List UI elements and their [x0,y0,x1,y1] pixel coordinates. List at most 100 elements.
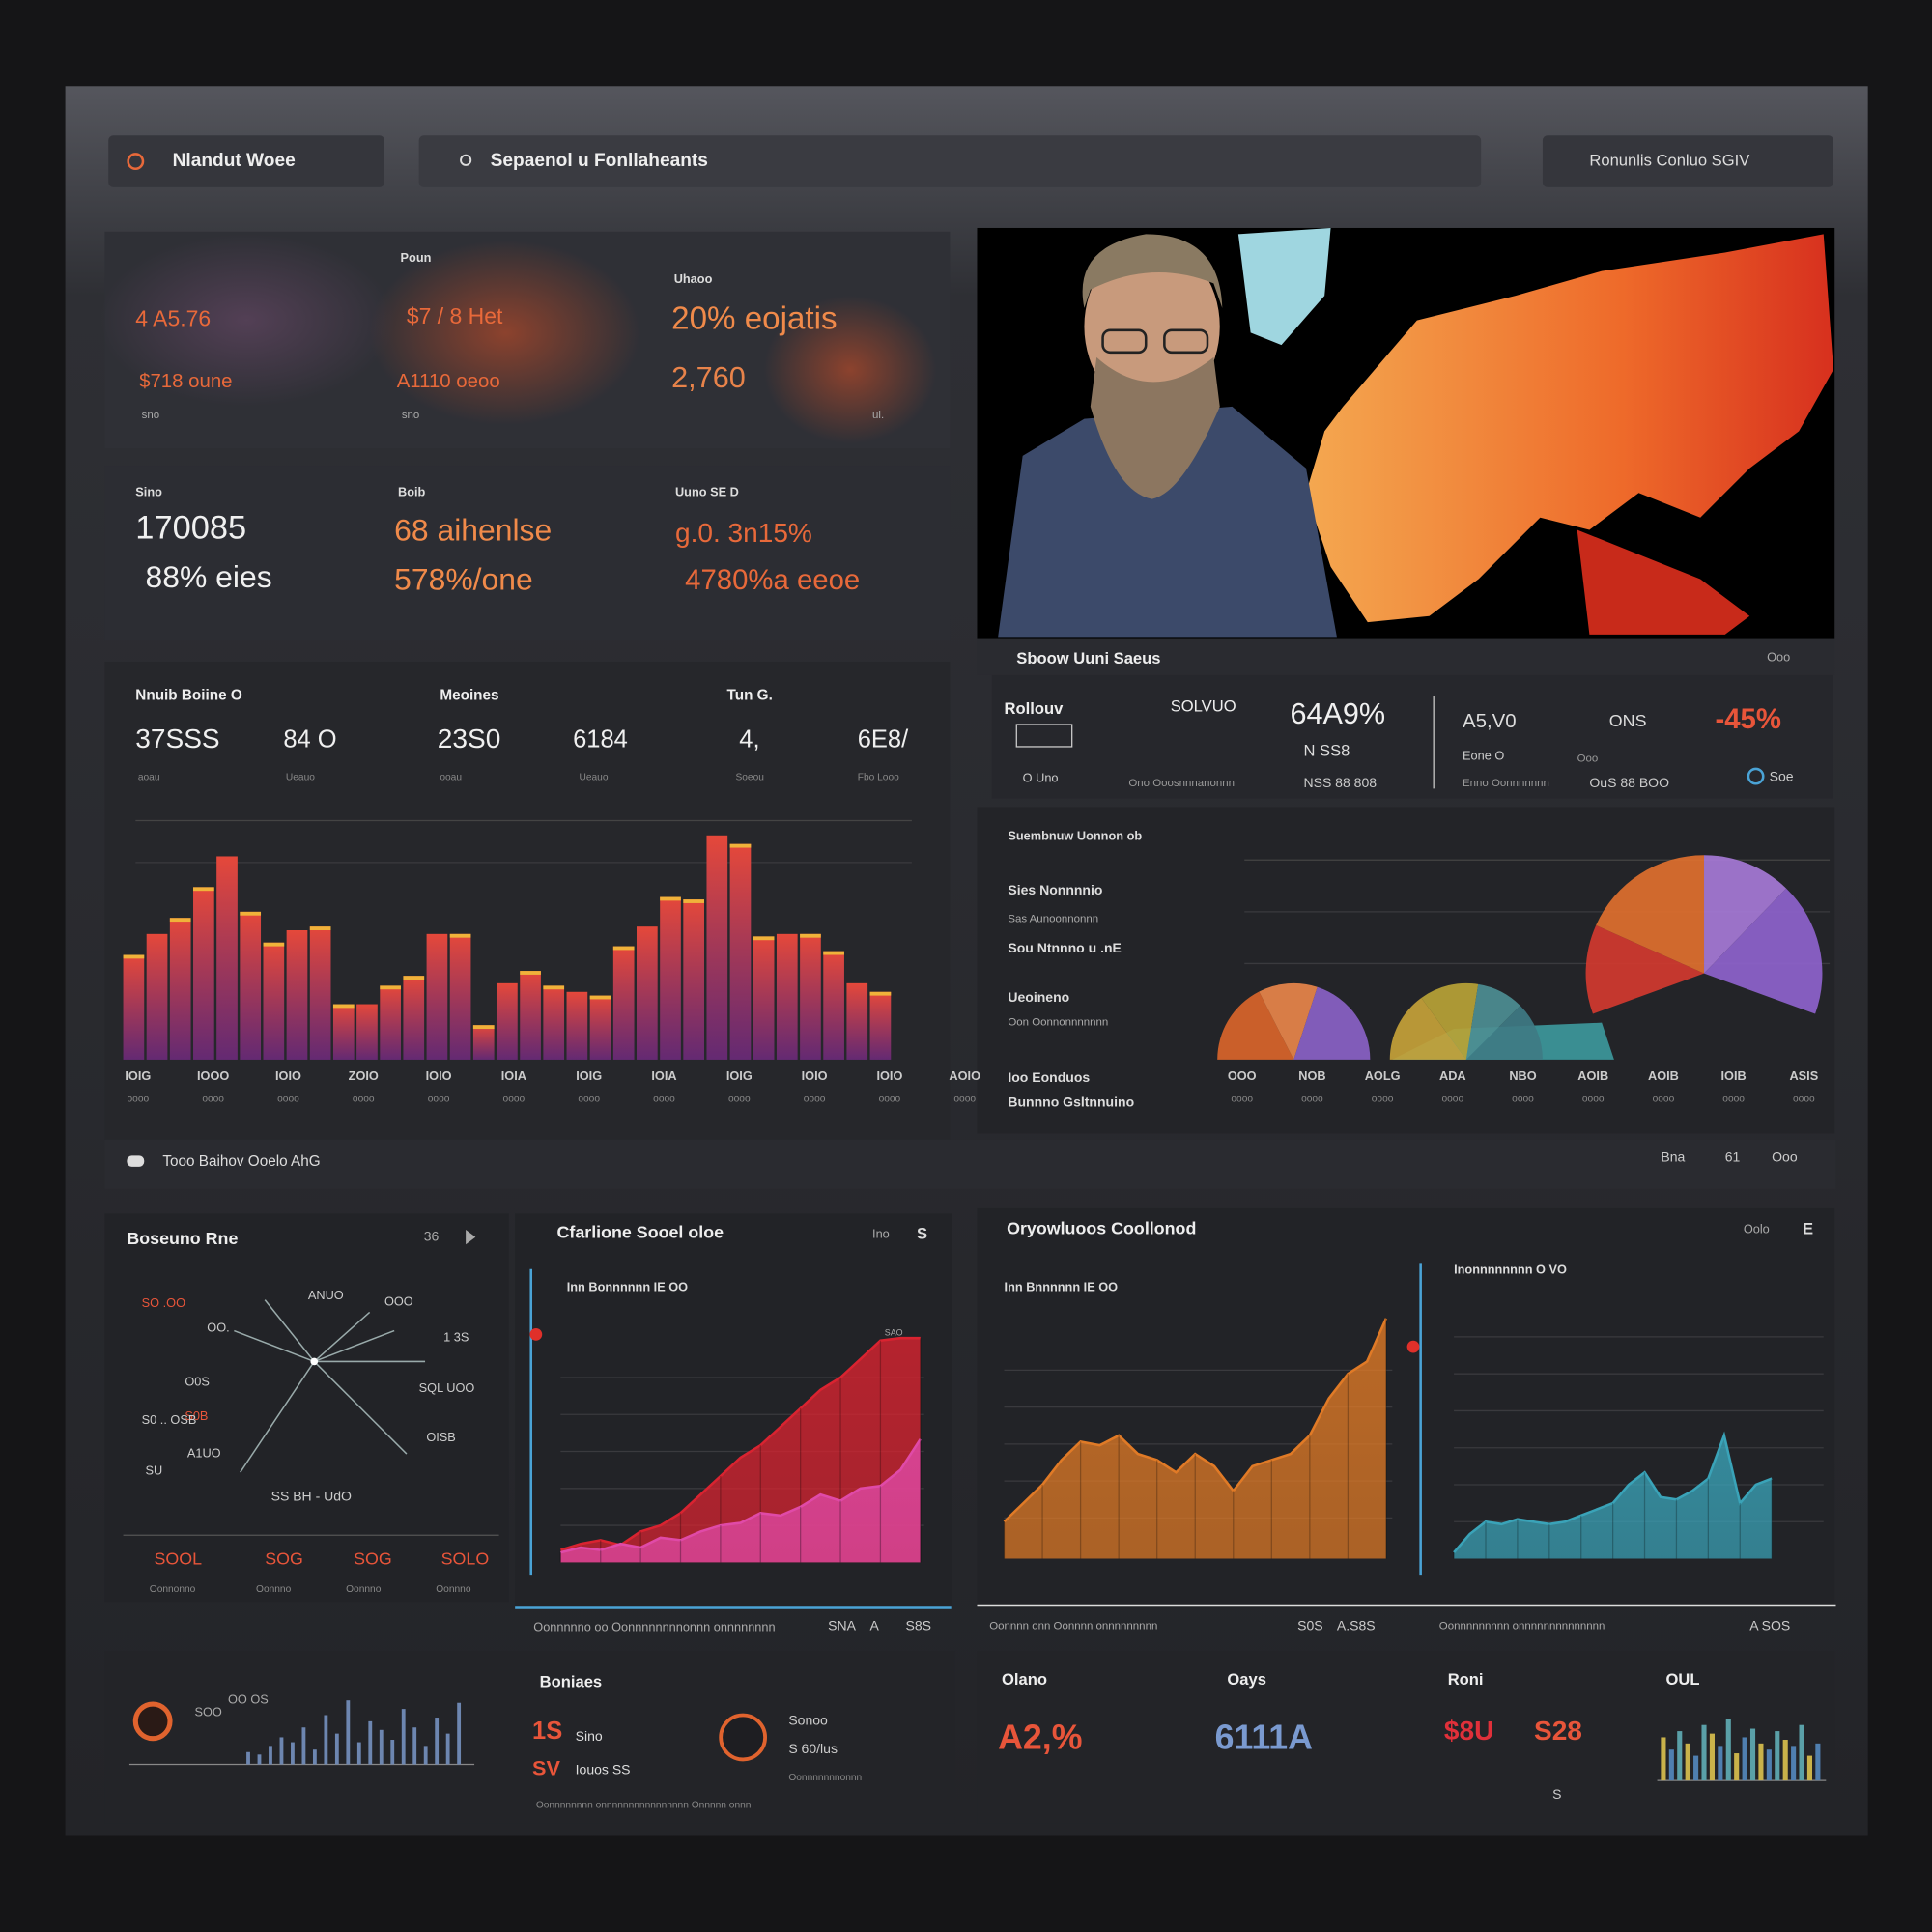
bar [426,933,448,1060]
account-pill[interactable] [1542,135,1833,187]
bottom-text: A2,% [998,1718,1082,1756]
legend-text: Suembnuw Uonnon ob [1008,828,1142,842]
stat-text: 23S0 [438,724,501,753]
kpi-mid-panel [104,466,951,641]
bottom-text: $8U [1444,1716,1493,1746]
bar-cap [753,936,775,941]
radial-text: SOG [354,1549,392,1569]
area-text: Cfarlione Sooel oloe [557,1222,724,1241]
bar [1709,1733,1715,1781]
x-tick-sublabel: oooo [1372,1094,1394,1104]
radial-text: O0S [185,1374,210,1388]
bar [309,926,331,1060]
x-tick-sublabel: oooo [804,1094,826,1104]
marker-dot [1406,1340,1420,1353]
pie-slice [1704,888,1823,1014]
area-text: SAO [885,1327,903,1337]
bar [123,954,145,1060]
bar [1701,1724,1707,1781]
bar [1791,1746,1797,1781]
brand-pill[interactable] [108,135,384,187]
search-bar[interactable] [418,135,1482,187]
x-tick-label: IOIO [426,1068,452,1083]
bar [445,1733,450,1765]
x-tick-sublabel: oooo [1512,1094,1534,1104]
radial-text: S0B [185,1408,208,1423]
stat-text: 37SSS [135,724,219,753]
x-tick-sublabel: oooo [1301,1094,1323,1104]
bar [1661,1737,1666,1781]
bar [706,835,728,1060]
bar-cap [660,896,681,901]
bar [291,1742,295,1765]
pie-slice [1293,986,1371,1060]
bar [301,1727,306,1765]
growth-text: Inn Bnnnnnn IE OO [1005,1279,1119,1293]
bar [312,1749,317,1765]
bar-cap [193,887,214,892]
x-tick-label: ADA [1439,1068,1466,1083]
bar [269,1746,272,1765]
map-shape [1237,227,1331,346]
stat-icon [1015,724,1073,748]
bar [520,971,541,1060]
radial-text: OO. [207,1320,229,1334]
growth-text: Inonnnnnnnn O VO [1454,1262,1567,1276]
bottom-left-panel [104,1651,955,1824]
area-fill [1004,1318,1386,1559]
bottom-text: 6111A [1215,1718,1313,1756]
area-text: Inn Bonnnnnn IE OO [567,1279,688,1293]
bar [1799,1724,1804,1781]
legend-text: Sies Nonnnnio [1008,882,1103,897]
bar [435,1718,440,1765]
bar [566,991,588,1060]
bar [497,982,518,1060]
bar-cap [309,926,331,931]
person-glasses [1163,328,1209,355]
bar [379,1729,384,1765]
bottom-text: 1S [532,1718,562,1745]
area-text: Ino [872,1226,890,1240]
bar-cap [240,911,262,916]
stat-text: ONS [1609,711,1647,730]
kpi-text: $7 / 8 Het [407,303,503,328]
play-icon[interactable] [466,1229,476,1245]
radial-text: SO .OO [142,1295,185,1310]
pie-slice [1704,855,1787,974]
map-shape [1306,234,1833,623]
bar [423,1746,428,1765]
bar [216,856,238,1060]
x-tick-label: ASIS [1789,1068,1818,1083]
bar-cap [169,918,191,923]
map-shape [1577,529,1750,635]
stat-text: Eone O [1463,749,1504,763]
kpi-text: Uuno SE D [675,485,739,499]
bar-cap [589,995,611,1000]
x-tick-label: IOIG [125,1068,151,1083]
x-tick-sublabel: oooo [879,1094,901,1104]
x-tick-sublabel: oooo [728,1094,751,1104]
image-caption-bar [977,638,1835,675]
bar [612,946,635,1060]
stat-text: N SS8 [1303,741,1350,759]
kpi-text: Boib [398,485,426,499]
label: Sepaenol u Fonllaheants [491,151,708,171]
bottom-text: Iouos SS [576,1762,631,1777]
bar [380,985,401,1060]
bar [390,1740,395,1765]
bar [753,936,775,1060]
radial-text: SQL UOO [419,1380,475,1395]
bar-cap [472,1025,495,1030]
radial-text: SU [146,1463,163,1477]
radial-center [310,1357,319,1366]
kpi-text: $718 oune [139,371,232,392]
growth-text: Oonnnnnnnnn onnnnnnnnnnnnnn [1439,1621,1605,1633]
bar [846,982,868,1060]
glow [369,240,641,426]
stat-text: -45% [1715,703,1780,735]
area-line [1453,1431,1773,1553]
radial-text: 36 [424,1228,440,1243]
stat-text: Rollouv [1005,699,1065,718]
glow [99,234,395,407]
radial-text: SOG [265,1549,303,1569]
